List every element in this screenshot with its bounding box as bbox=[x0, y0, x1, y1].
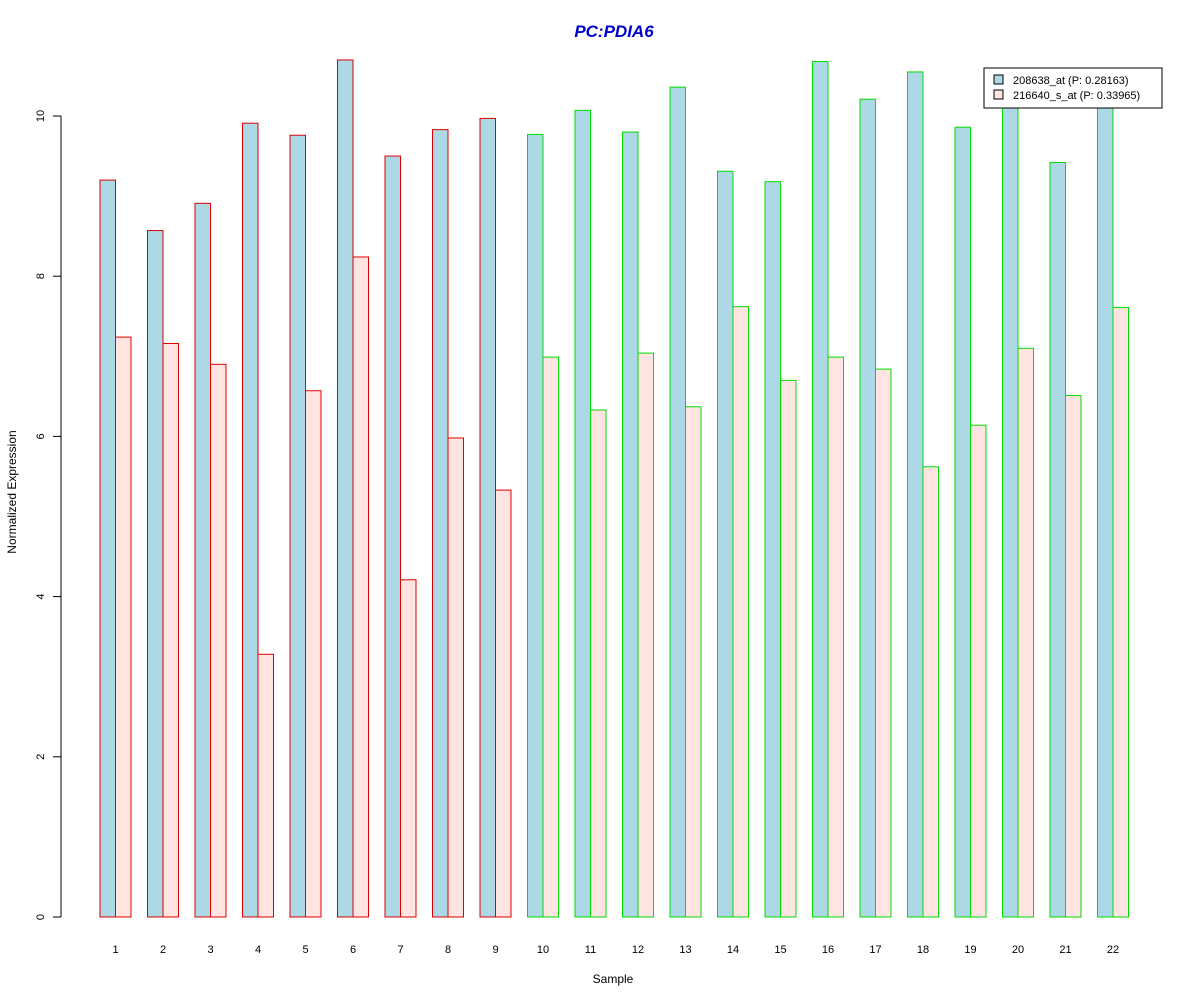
bar-series2-sample-10 bbox=[542, 356, 559, 918]
x-tick-label: 15 bbox=[774, 944, 786, 956]
x-tick-label: 13 bbox=[679, 944, 691, 956]
bar-series1-sample-22 bbox=[1097, 101, 1114, 918]
bar-series2-sample-21 bbox=[1065, 395, 1082, 918]
bar-series2-sample-4 bbox=[257, 653, 274, 918]
x-axis-label: Sample bbox=[593, 972, 634, 986]
bar-series2-sample-18 bbox=[922, 466, 939, 918]
bar-series1-sample-21 bbox=[1049, 161, 1066, 918]
y-tick-label: 0 bbox=[35, 914, 47, 920]
bar-series1-sample-20 bbox=[1002, 101, 1019, 918]
bar-series1-sample-3 bbox=[194, 202, 211, 918]
x-tick-labels: 1 2 3 4 5 6 7 8 9 10 11 12 13 14 15 16 17 18 19 20 21 22 bbox=[112, 944, 1119, 956]
bar-series2-sample-5 bbox=[305, 390, 322, 918]
x-tick-label: 16 bbox=[822, 944, 834, 956]
bar-series2-sample-6 bbox=[352, 256, 369, 918]
x-tick-label: 20 bbox=[1012, 944, 1024, 956]
x-tick-label: 1 bbox=[112, 944, 118, 956]
bar-series2-sample-14 bbox=[732, 306, 749, 918]
bar-series2-sample-22 bbox=[1112, 306, 1129, 918]
x-tick-label: 11 bbox=[585, 944, 596, 956]
bar-series2-sample-11 bbox=[590, 409, 607, 918]
bar-series1-sample-6 bbox=[337, 59, 354, 918]
y-tick-label: 4 bbox=[35, 594, 47, 600]
bar-series2-sample-12 bbox=[637, 352, 654, 918]
bar-series2-sample-3 bbox=[210, 363, 227, 918]
bar-series2-sample-2 bbox=[162, 342, 179, 918]
x-tick-label: 22 bbox=[1107, 944, 1119, 956]
legend-swatch bbox=[993, 89, 1004, 100]
legend-box bbox=[983, 67, 1163, 109]
x-tick-label: 3 bbox=[207, 944, 213, 956]
chart-title: PC:PDIA6 bbox=[574, 22, 654, 41]
bar-series1-sample-5 bbox=[289, 134, 306, 918]
bar-series1-sample-19 bbox=[954, 126, 971, 918]
x-tick-label: 5 bbox=[302, 944, 308, 956]
bar-series1-sample-13 bbox=[669, 86, 686, 918]
bar-series1-sample-14 bbox=[717, 170, 734, 918]
x-tick-label: 8 bbox=[445, 944, 451, 956]
bar-series2-sample-16 bbox=[827, 356, 844, 918]
x-tick-label: 9 bbox=[492, 944, 498, 956]
bar-series2-sample-8 bbox=[447, 437, 464, 918]
legend-swatch bbox=[993, 74, 1004, 85]
y-tick-label: 8 bbox=[35, 273, 47, 279]
legend-label: 216640_s_at (P: 0.33965) bbox=[1013, 90, 1140, 102]
bar-series2-sample-19 bbox=[970, 424, 987, 918]
bar-series2-sample-17 bbox=[875, 368, 892, 918]
bar-series1-sample-10 bbox=[527, 133, 544, 918]
bar-series1-sample-8 bbox=[432, 129, 449, 918]
x-tick-label: 18 bbox=[917, 944, 929, 956]
bar-series1-sample-1 bbox=[99, 179, 116, 918]
bar-series1-sample-17 bbox=[859, 98, 876, 918]
x-tick-label: 6 bbox=[350, 944, 356, 956]
bar-series1-sample-12 bbox=[622, 131, 639, 918]
bar-series1-sample-4 bbox=[242, 122, 259, 918]
x-tick-label: 17 bbox=[869, 944, 881, 956]
x-tick-label: 4 bbox=[255, 944, 261, 956]
bar-series2-sample-1 bbox=[115, 336, 132, 918]
bar-series1-sample-7 bbox=[384, 155, 401, 918]
bar-series1-sample-16 bbox=[812, 61, 829, 918]
x-tick-label: 19 bbox=[964, 944, 976, 956]
bars bbox=[99, 59, 1129, 918]
bar-series1-sample-18 bbox=[907, 71, 924, 918]
x-tick-label: 21 bbox=[1059, 944, 1071, 956]
legend: 208638_at (P: 0.28163) 216640_s_at (P: 0.… bbox=[983, 67, 1163, 109]
x-tick-label: 12 bbox=[632, 944, 644, 956]
legend-label: 208638_at (P: 0.28163) bbox=[1013, 75, 1129, 87]
bar-series2-sample-7 bbox=[400, 579, 417, 918]
y-axis-label: Normalized Expression bbox=[5, 430, 19, 553]
x-tick-label: 7 bbox=[397, 944, 403, 956]
y-tick-label: 6 bbox=[35, 433, 47, 439]
x-tick-label: 10 bbox=[537, 944, 549, 956]
bar-series1-sample-11 bbox=[574, 109, 591, 918]
x-tick-label: 14 bbox=[727, 944, 739, 956]
bar-series2-sample-15 bbox=[780, 379, 797, 918]
bar-series1-sample-15 bbox=[764, 181, 781, 918]
bar-series1-sample-2 bbox=[147, 230, 164, 918]
y-tick-label: 10 bbox=[35, 110, 47, 122]
bar-series2-sample-13 bbox=[685, 406, 702, 918]
bar-series2-sample-9 bbox=[495, 489, 512, 918]
bar-series1-sample-9 bbox=[479, 117, 496, 918]
y-tick-label: 2 bbox=[35, 754, 47, 760]
bar-series2-sample-20 bbox=[1017, 347, 1034, 918]
x-tick-label: 2 bbox=[160, 944, 166, 956]
y-axis: 0 2 4 6 8 10 bbox=[35, 110, 62, 920]
